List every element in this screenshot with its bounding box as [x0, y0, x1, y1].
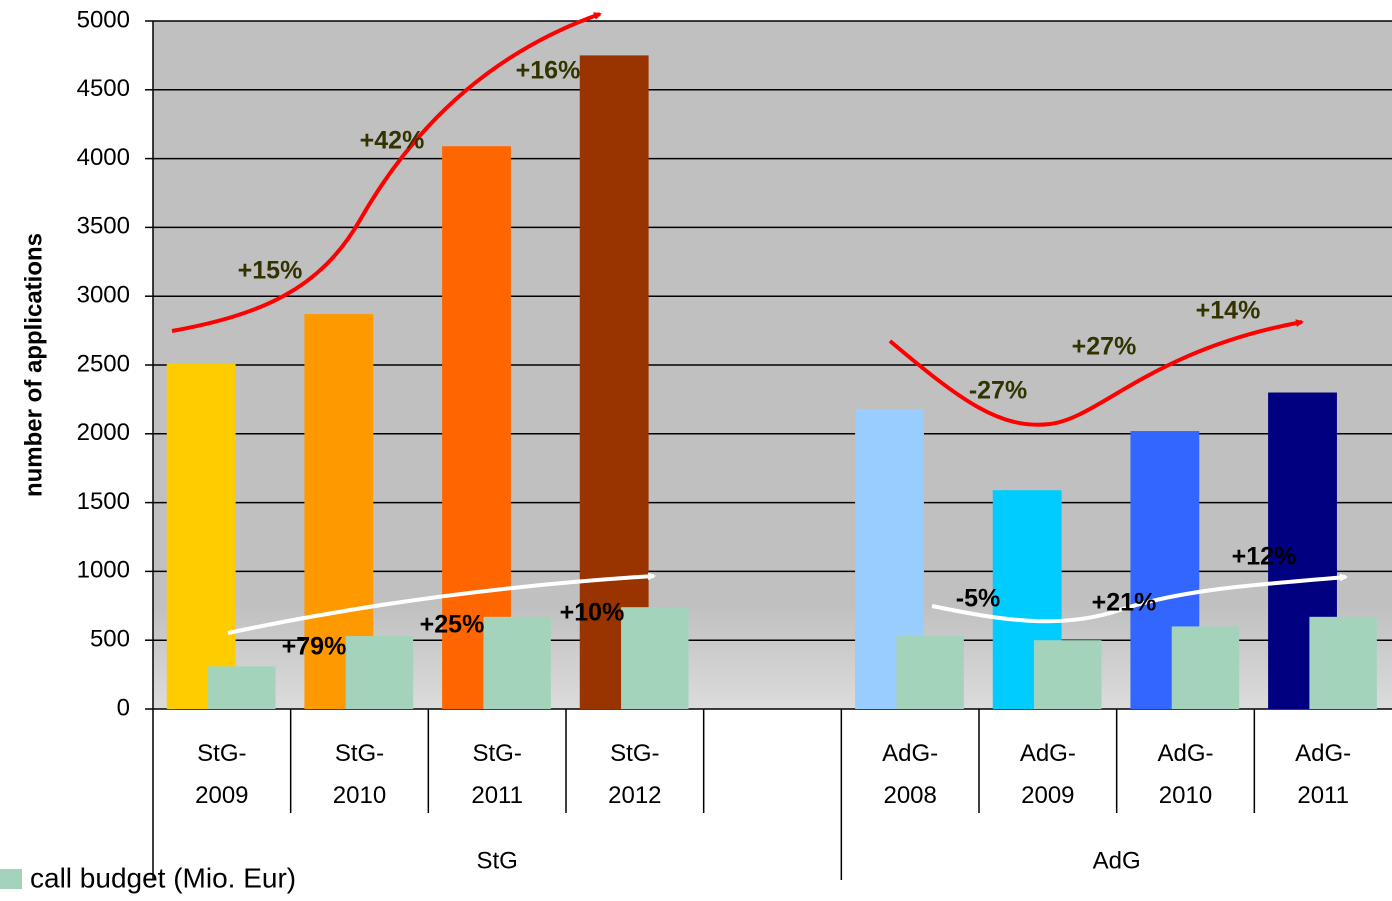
annotation: +10% — [560, 599, 625, 627]
application-bar — [166, 363, 236, 709]
annotation: +79% — [282, 633, 347, 661]
y-tick-label: 3500 — [77, 213, 130, 240]
annotation: +21% — [1092, 589, 1157, 617]
y-tick-label: 0 — [117, 694, 130, 721]
annotation: +27% — [1072, 333, 1137, 361]
x-tick-label: StG-2010 — [333, 740, 386, 809]
y-tick-label: 2500 — [77, 350, 130, 377]
annotation: +42% — [360, 127, 425, 155]
x-tick-label: AdG-2008 — [882, 740, 938, 809]
trend-arrows — [171, 12, 1348, 635]
trend-arrow — [171, 12, 602, 333]
trend-arrow — [931, 573, 1348, 624]
y-axis-label: number of applications — [20, 233, 47, 497]
group-label: AdG — [1093, 847, 1141, 874]
legend-label: call budget (Mio. Eur) — [30, 862, 296, 893]
budget-bar — [345, 636, 414, 709]
y-tick-label: 1500 — [77, 488, 130, 515]
trend-arrow — [888, 319, 1304, 427]
annotation: +25% — [420, 611, 485, 639]
x-tick-label: AdG-2010 — [1157, 740, 1213, 809]
trend-arrow — [227, 572, 656, 635]
budget-bar — [621, 607, 689, 709]
annotation: -5% — [956, 585, 1000, 613]
x-tick-label: AdG-2011 — [1295, 740, 1351, 809]
budget-bar — [208, 666, 276, 709]
annotation: -27% — [969, 377, 1027, 405]
x-tick-label: StG-2012 — [608, 740, 661, 809]
budget-bar — [1034, 640, 1102, 709]
y-tick-label: 5000 — [77, 6, 130, 33]
y-tick-label: 500 — [90, 626, 130, 653]
budget-bar — [1171, 626, 1240, 709]
x-tick-label: StG-2011 — [471, 740, 523, 809]
application-bar — [442, 146, 511, 709]
annotation: +16% — [516, 57, 581, 85]
budget-bar — [483, 616, 551, 709]
y-tick-label: 1000 — [77, 557, 130, 584]
y-tick-label: 4500 — [77, 75, 130, 102]
annotation: +12% — [1232, 543, 1297, 571]
x-tick-label: StG-2009 — [195, 740, 248, 809]
y-tick-label: 3000 — [77, 282, 130, 309]
group-label: StG — [476, 847, 517, 874]
y-tick-label: 4000 — [77, 144, 130, 171]
y-tick-label: 2000 — [77, 419, 130, 446]
annotation: +15% — [238, 257, 303, 285]
annotation: +14% — [1196, 297, 1261, 325]
budget-bar — [896, 636, 964, 709]
legend-swatch — [0, 869, 22, 889]
x-tick-label: AdG-2009 — [1020, 740, 1076, 809]
application-bar — [579, 55, 649, 709]
budget-bar — [1309, 616, 1377, 709]
